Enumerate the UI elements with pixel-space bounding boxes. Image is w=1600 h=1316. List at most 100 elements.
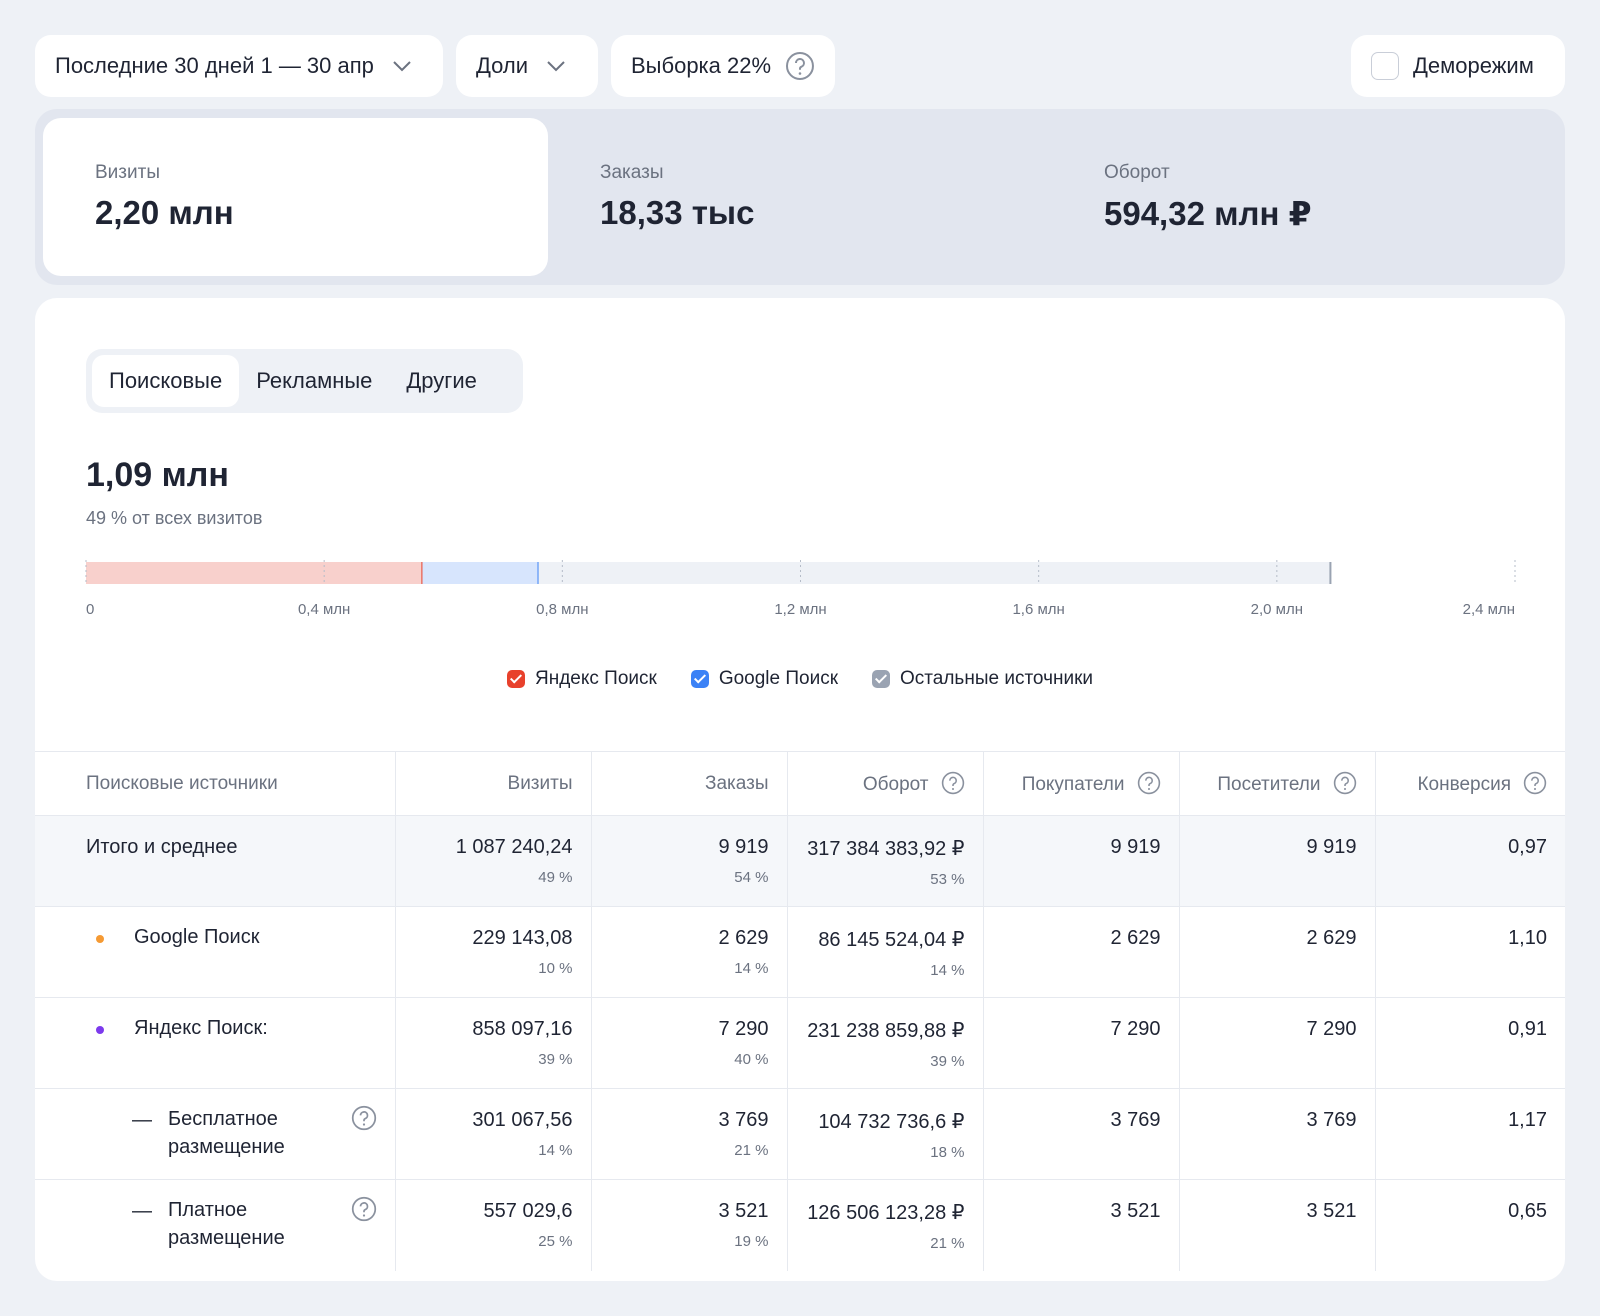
- kpi-label: Оборот: [1104, 162, 1170, 183]
- metric-value: 3 769: [1306, 1109, 1357, 1131]
- demo-mode-toggle[interactable]: Деморежим: [1351, 35, 1565, 97]
- column-header-label: Заказы: [705, 772, 769, 794]
- kpi-value: 594,32 млн ₽: [1104, 195, 1312, 232]
- source-name: Бесплатное размещение: [168, 1108, 285, 1158]
- metric-share: 14 %: [930, 962, 965, 979]
- kpi-card-visits[interactable]: Визиты 2,20 млн: [43, 118, 548, 276]
- metric-cell: 7 290: [982, 997, 1179, 1089]
- help-icon[interactable]: [1523, 771, 1547, 795]
- help-icon[interactable]: [785, 51, 815, 81]
- summary-subtitle: 49 % от всех визитов: [86, 508, 263, 528]
- metric-share: 10 %: [538, 960, 573, 977]
- tab-other[interactable]: Другие: [406, 368, 477, 393]
- table-row[interactable]: — Бесплатное размещение 301 067,56 14 % 3 76…: [35, 1088, 1565, 1180]
- column-header-label: Поисковые источники: [86, 772, 278, 794]
- kpi-card-orders[interactable]: Заказы 18,33 тыс: [548, 118, 1053, 276]
- metric-value: 0,97: [1508, 836, 1547, 858]
- mode-dropdown[interactable]: Доли: [456, 35, 598, 97]
- metric-value: 1 087 240,24: [455, 836, 573, 858]
- sample-button[interactable]: Выборка 22%: [611, 35, 835, 97]
- metric-value: 7 290: [1306, 1018, 1357, 1040]
- metric-value: 231 238 859,88 ₽: [807, 1020, 965, 1042]
- source-name-cell: — Бесплатное размещение: [35, 1088, 395, 1180]
- metric-value: 3 769: [1110, 1109, 1161, 1131]
- help-icon[interactable]: [941, 771, 965, 795]
- column-header[interactable]: Заказы: [590, 751, 787, 816]
- indent-dash: —: [132, 1109, 152, 1131]
- column-header-label: Конверсия: [1417, 774, 1511, 795]
- metric-cell: 1,10: [1374, 906, 1565, 998]
- metric-share: 39 %: [538, 1051, 573, 1068]
- tab-search[interactable]: Поисковые: [92, 355, 240, 407]
- metric-value: 126 506 123,28 ₽: [807, 1202, 965, 1224]
- x-tick-label: 2,0 млн: [1251, 601, 1303, 618]
- table-row[interactable]: Google Поиск 229 143,08 10 % 2 629 14 % 86 14…: [35, 906, 1565, 998]
- chevron-down-icon: [547, 61, 565, 72]
- metric-cell: 301 067,56 14 %: [394, 1088, 591, 1180]
- metric-cell: 7 290: [1178, 997, 1375, 1089]
- metric-value: 9 919: [718, 836, 769, 858]
- legend-item-yandex[interactable]: Яндекс Поиск: [506, 668, 657, 690]
- help-icon[interactable]: [351, 1196, 377, 1222]
- metric-share: 25 %: [538, 1233, 573, 1250]
- demo-mode-label: Деморежим: [1413, 53, 1534, 78]
- metric-cell: 9 919 54 %: [590, 815, 787, 907]
- column-header[interactable]: Визиты: [394, 751, 591, 816]
- table-row-totals[interactable]: Итого и среднее 1 087 240,24 49 % 9 919 54 %…: [35, 815, 1565, 907]
- series-dot-icon: [96, 1026, 104, 1034]
- checkbox-icon: [506, 670, 525, 688]
- x-tick-label: 0,8 млн: [536, 601, 588, 618]
- metric-value: 86 145 524,04 ₽: [818, 929, 965, 951]
- column-header[interactable]: Конверсия: [1374, 751, 1565, 816]
- metric-cell: 3 521 19 %: [590, 1179, 787, 1271]
- column-header[interactable]: Покупатели: [982, 751, 1179, 816]
- metric-value: 2 629: [718, 927, 769, 949]
- metric-value: 1,17: [1508, 1109, 1547, 1131]
- metric-cell: 2 629 14 %: [590, 906, 787, 998]
- metric-share: 53 %: [930, 871, 965, 888]
- metric-cell: 0,97: [1374, 815, 1565, 907]
- metric-share: 54 %: [734, 869, 769, 886]
- source-name: Итого и среднее: [86, 836, 238, 858]
- kpi-card-revenue[interactable]: Оборот 594,32 млн ₽: [1052, 118, 1557, 276]
- metric-share: 21 %: [734, 1142, 769, 1159]
- legend-item-other[interactable]: Остальные источники: [872, 668, 1093, 690]
- metric-cell: 2 629: [982, 906, 1179, 998]
- help-icon[interactable]: [1137, 771, 1161, 795]
- metric-cell: 9 919: [982, 815, 1179, 907]
- checkbox-icon: [690, 670, 709, 688]
- metric-value: 557 029,6: [483, 1200, 573, 1222]
- metric-value: 301 067,56: [472, 1109, 573, 1131]
- help-icon[interactable]: [1333, 771, 1357, 795]
- table-body: Итого и среднее 1 087 240,24 49 % 9 919 54 %…: [35, 815, 1565, 1271]
- stacked-bar-chart: 0 0,4 млн 0,8 млн 1,2 млн 1,6 млн 2,0 млн 2,4 …: [85, 560, 1516, 618]
- metric-value: 7 290: [1110, 1018, 1161, 1040]
- metric-value: 229 143,08: [472, 927, 573, 949]
- tab-ads[interactable]: Рекламные: [256, 368, 373, 393]
- metric-value: 7 290: [718, 1018, 769, 1040]
- bar-segment: [86, 562, 423, 584]
- period-dropdown[interactable]: Последние 30 дней 1 — 30 апр: [35, 35, 443, 97]
- summary-value: 1,09 млн: [86, 456, 229, 494]
- metric-cell: 229 143,08 10 %: [394, 906, 591, 998]
- help-icon[interactable]: [351, 1105, 377, 1131]
- metric-cell: 2 629: [1178, 906, 1375, 998]
- source-name-cell: Google Поиск: [35, 906, 395, 998]
- metric-value: 3 521: [718, 1200, 769, 1222]
- checkbox-icon: [872, 670, 891, 688]
- metric-value: 1,10: [1508, 927, 1547, 949]
- demo-mode-checkbox[interactable]: [1371, 52, 1399, 80]
- column-header[interactable]: Посетители: [1178, 751, 1375, 816]
- metric-cell: 7 290 40 %: [590, 997, 787, 1089]
- column-header[interactable]: Оборот: [786, 751, 983, 816]
- sources-card: Поисковые Рекламные Другие 1,09 млн 49 %…: [35, 298, 1565, 1281]
- metric-cell: 9 919: [1178, 815, 1375, 907]
- column-header[interactable]: Поисковые источники: [35, 751, 395, 816]
- metric-cell: 1 087 240,24 49 %: [394, 815, 591, 907]
- series-dot-icon: [96, 935, 104, 943]
- table-row[interactable]: Яндекс Поиск: 858 097,16 39 % 7 290 40 % 231 …: [35, 997, 1565, 1089]
- legend-label: Остальные источники: [900, 668, 1094, 689]
- metric-share: 18 %: [930, 1144, 965, 1161]
- legend-item-google[interactable]: Google Поиск: [690, 668, 838, 690]
- table-row[interactable]: — Платное размещение 557 029,6 25 % 3 521 19 …: [35, 1179, 1565, 1271]
